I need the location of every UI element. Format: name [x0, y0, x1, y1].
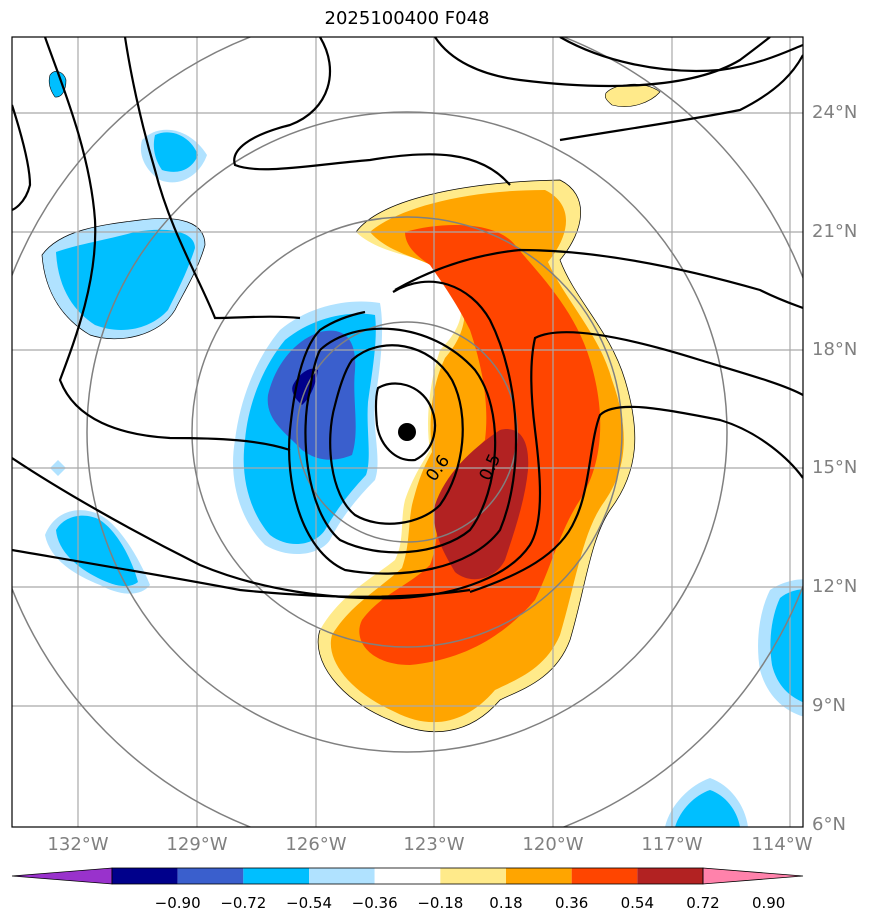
colorbar-tick-label: 0.36 [554, 894, 589, 912]
lon-label-123w: 123°W [403, 834, 465, 855]
colorbar-segment [374, 868, 441, 884]
colorbar-segment [506, 868, 572, 884]
lat-label-15n: 15°N [812, 457, 858, 478]
east-negative-cyan [770, 589, 803, 703]
lon-label-114w: 114°W [751, 834, 813, 855]
north-positive-yellow [604, 83, 661, 107]
tiny-negative-blob [48, 71, 67, 98]
lat-label-18n: 18°N [812, 339, 858, 360]
lon-label-126w: 126°W [285, 834, 347, 855]
colorbar-tick-label: 0.72 [686, 894, 720, 912]
lat-label-24n: 24°N [812, 102, 858, 123]
colorbar-tick-label: −0.54 [286, 894, 332, 912]
colorbar-segment [243, 868, 309, 884]
shading-layer [42, 71, 803, 827]
colorbar-segment [571, 868, 638, 884]
lon-label-117w: 117°W [641, 834, 703, 855]
contour-lines [12, 37, 803, 600]
map-panel: 0.6 0.5 [11, 36, 804, 828]
colorbar-tick-label: −0.36 [351, 894, 398, 912]
colorbar-tick-label: 0.90 [751, 894, 786, 912]
lon-label-129w: 129°W [166, 834, 228, 855]
storm-center-marker [398, 423, 416, 441]
lon-label-132w: 132°W [47, 834, 109, 855]
lat-label-21n: 21°N [812, 221, 858, 242]
colorbar-tick-label: 0.54 [620, 894, 655, 912]
small-negative-blob-core [153, 132, 198, 172]
map-title: 2025100400 F048 [324, 8, 490, 29]
colorbar-tick-label: 0.18 [489, 894, 523, 912]
lon-label-120w: 120°W [522, 834, 584, 855]
colorbar-tick-label: −0.72 [220, 894, 267, 912]
colorbar-extend-high [702, 867, 804, 885]
lat-label-6n: 6°N [812, 814, 846, 835]
colorbar-tick-label: −0.18 [417, 894, 464, 912]
colorbar-segment [440, 868, 506, 884]
colorbar-outline [111, 867, 704, 885]
colorbar-segment [309, 868, 375, 884]
colorbar-segment [177, 868, 244, 884]
colorbar-segment [637, 868, 703, 884]
colorbar-tick-label: −0.90 [154, 894, 201, 912]
colorbar-extend-low [11, 867, 113, 885]
lat-label-9n: 9°N [812, 695, 846, 716]
south-negative-cyan [675, 790, 740, 827]
colorbar-segment [112, 868, 178, 884]
positive-outline [317, 179, 636, 732]
map-frame [11, 36, 804, 828]
colorbar [11, 867, 804, 885]
lat-label-12n: 12°N [812, 576, 858, 597]
